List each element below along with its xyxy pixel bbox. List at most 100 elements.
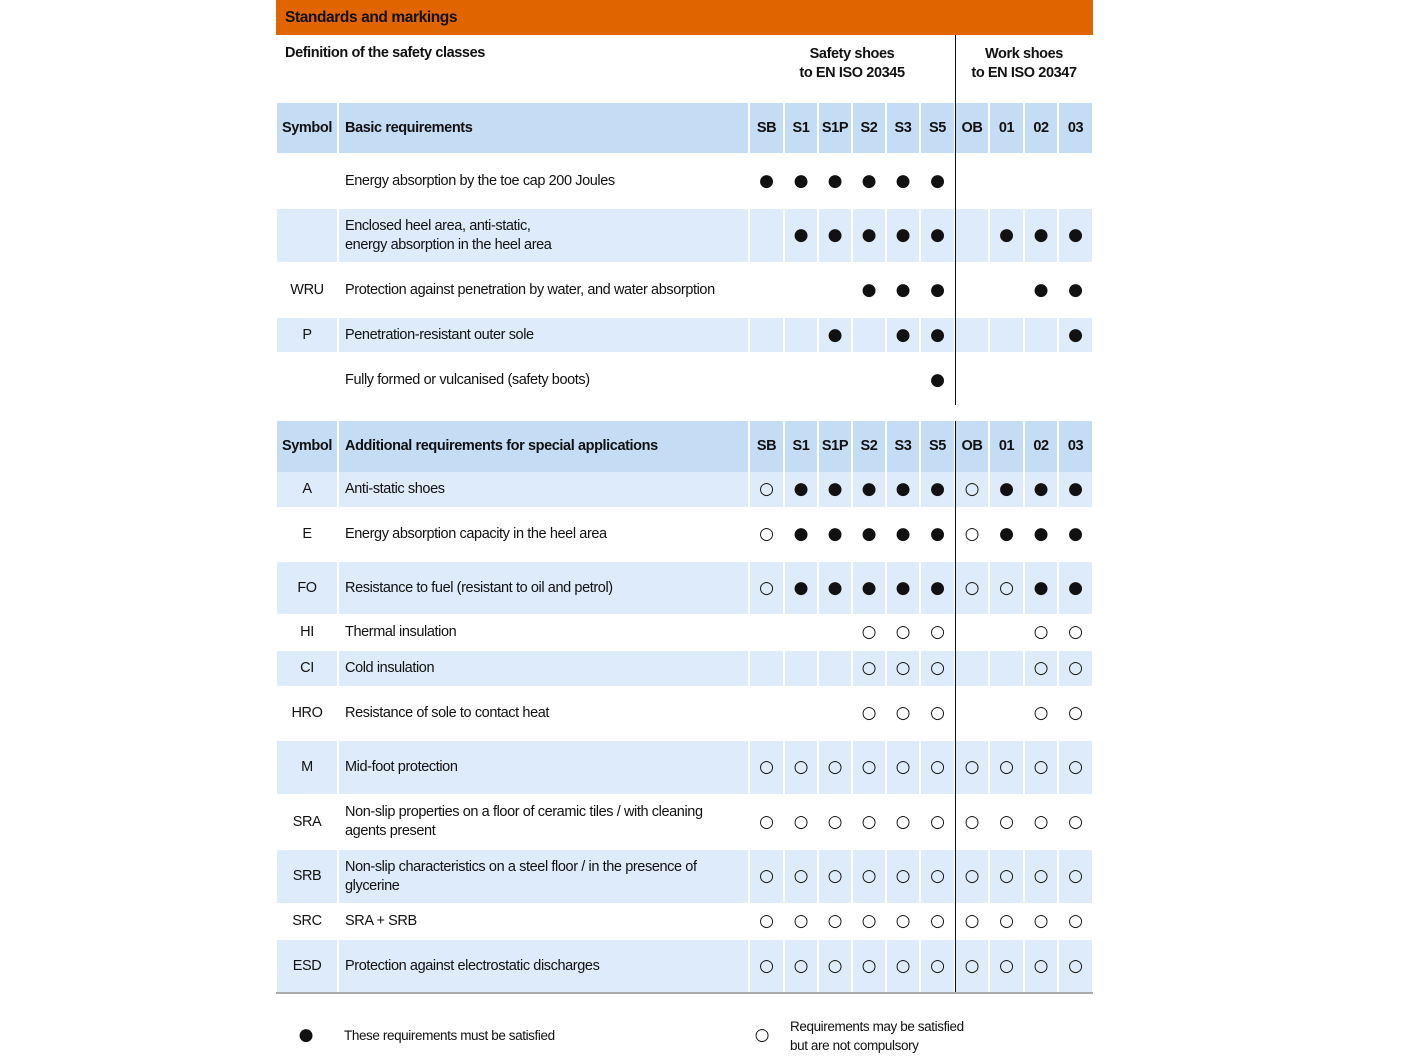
mark: ○ <box>921 940 954 993</box>
bottom-rule <box>276 992 1093 994</box>
mark: ○ <box>1025 850 1057 903</box>
header-class: S2 <box>853 421 885 472</box>
mark: ● <box>1059 209 1092 262</box>
mark: ● <box>887 318 919 352</box>
mark: ○ <box>1033 911 1049 931</box>
mark: ○ <box>990 940 1023 993</box>
mark: ● <box>921 472 954 507</box>
mark <box>956 153 988 209</box>
mark <box>956 352 988 408</box>
mark: ○ <box>861 703 877 723</box>
header-requirement: Basic requirements <box>339 103 748 153</box>
header-class: S2 <box>853 103 885 153</box>
mark: ○ <box>1068 622 1083 642</box>
mark: ○ <box>861 622 877 642</box>
mark <box>750 614 783 651</box>
mark: ○ <box>785 741 817 794</box>
header-class: S5 <box>921 103 954 153</box>
mark <box>990 686 1023 741</box>
requirement: Energy absorption capacity in the heel a… <box>345 526 607 542</box>
mark <box>887 352 919 408</box>
title-bar: Standards and markings <box>276 0 1093 35</box>
mark <box>785 614 817 651</box>
legend-symbol: ○ <box>754 1024 770 1045</box>
mark <box>785 262 817 318</box>
mark <box>819 262 851 318</box>
mark: ● <box>1025 209 1057 262</box>
mark: ○ <box>759 911 774 931</box>
mark: ○ <box>990 562 1023 614</box>
legend-text: These requirements must be satisfied <box>344 1027 555 1043</box>
requirement: Cold insulation <box>339 651 748 686</box>
mark: ○ <box>819 940 851 993</box>
mark <box>990 153 1023 209</box>
mark <box>819 651 851 686</box>
mark: ○ <box>785 850 817 903</box>
requirement: Protection against penetration by water,… <box>345 281 715 298</box>
requirement: Resistance of sole to contact heat <box>345 705 550 721</box>
mark: ○ <box>793 911 809 931</box>
symbol: WRU <box>290 281 324 298</box>
header-class: OB <box>956 421 988 472</box>
mark: ○ <box>785 940 817 993</box>
mark: ● <box>827 524 843 544</box>
mark <box>785 651 817 686</box>
mark <box>819 614 851 651</box>
header-class: S3 <box>887 421 919 472</box>
mark: ● <box>785 209 817 262</box>
mark <box>1059 153 1092 209</box>
header-class: 03 <box>1059 103 1092 153</box>
mark: ○ <box>1059 850 1092 903</box>
mark: ● <box>990 472 1023 507</box>
mark: ○ <box>887 741 919 794</box>
symbol: E <box>302 526 312 542</box>
mark: ○ <box>1025 651 1057 686</box>
mark: ● <box>1059 562 1092 614</box>
mark: ● <box>819 209 851 262</box>
mark: ● <box>861 524 877 544</box>
mark: ● <box>1025 472 1057 507</box>
mark: ○ <box>750 741 783 794</box>
mark <box>990 318 1023 352</box>
mark: ○ <box>853 850 885 903</box>
mark: ● <box>930 279 945 300</box>
header-class: S5 <box>921 421 954 472</box>
mark: ○ <box>1033 622 1049 642</box>
mark: ○ <box>1033 703 1049 723</box>
header-class: S3 <box>887 103 919 153</box>
header-class: 02 <box>1025 103 1057 153</box>
symbol <box>277 352 337 408</box>
mark: ○ <box>853 940 885 993</box>
mark: ○ <box>956 472 988 507</box>
symbol: ESD <box>277 940 337 993</box>
mark: ● <box>785 472 817 507</box>
mark: ○ <box>1059 741 1092 794</box>
mark: ● <box>793 524 809 544</box>
symbol <box>277 153 337 209</box>
mark: ● <box>853 209 885 262</box>
mark: ● <box>827 170 843 191</box>
mark: ● <box>990 209 1023 262</box>
mark: ○ <box>895 622 911 642</box>
mark: ● <box>1025 562 1057 614</box>
header-class: S1 <box>785 421 817 472</box>
header-class: 03 <box>1059 421 1092 472</box>
mark: ● <box>793 170 809 191</box>
mark <box>956 262 988 318</box>
mark: ○ <box>759 524 774 544</box>
requirement: SRA + SRB <box>345 913 417 929</box>
mark <box>1025 318 1057 352</box>
header-class: S1P <box>819 421 851 472</box>
mark <box>1025 153 1057 209</box>
mark <box>990 614 1023 651</box>
mark: ○ <box>1059 940 1092 993</box>
mark <box>956 686 988 741</box>
mark: ○ <box>887 651 919 686</box>
mark <box>750 262 783 318</box>
mark <box>990 262 1023 318</box>
mark: ○ <box>895 811 911 832</box>
mark: ○ <box>956 562 988 614</box>
mark <box>819 686 851 741</box>
mark: ○ <box>1068 703 1083 723</box>
